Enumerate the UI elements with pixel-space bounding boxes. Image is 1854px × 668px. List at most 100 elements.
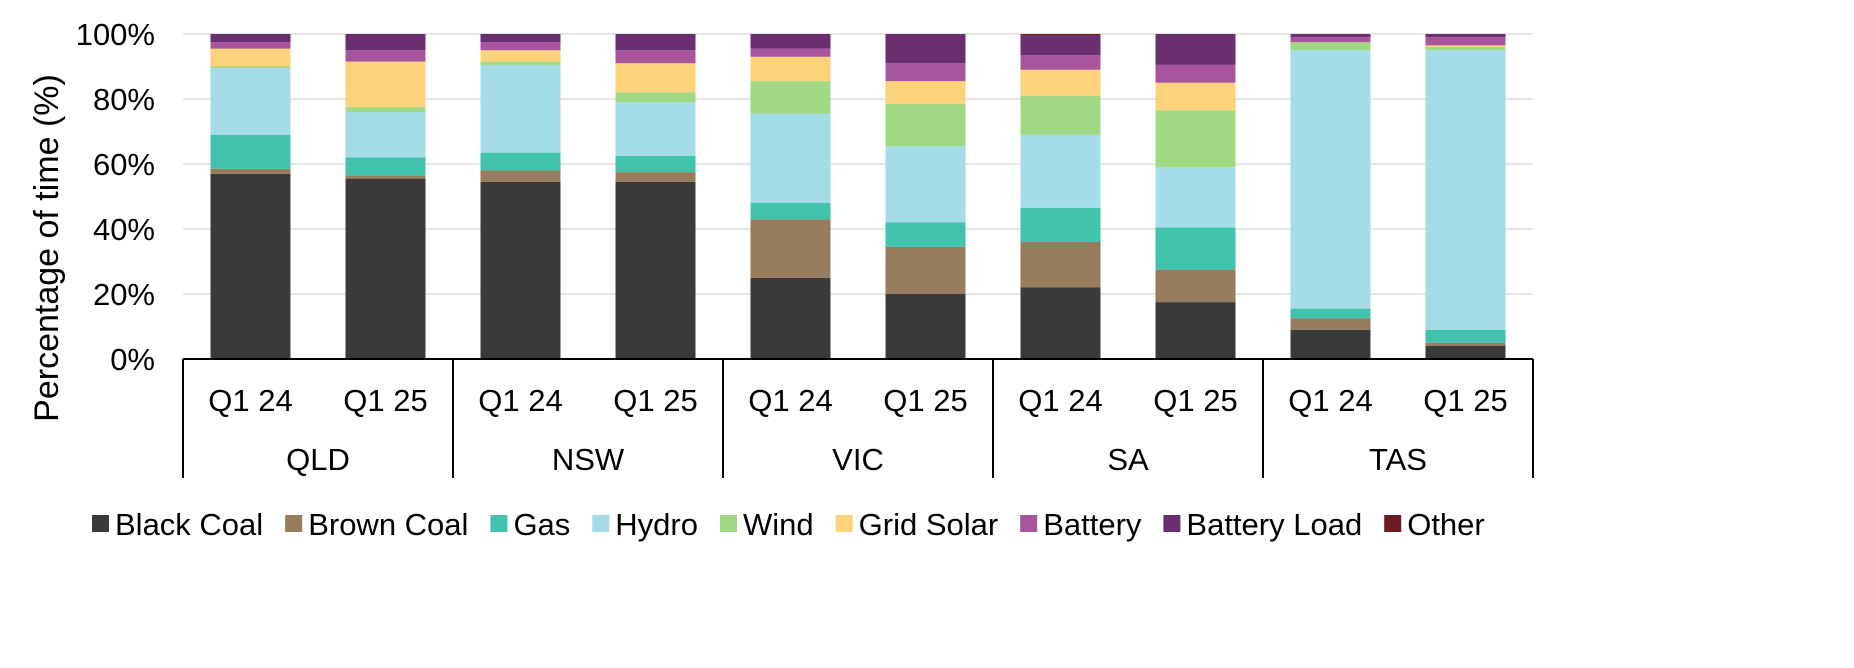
- bar-segment: [885, 246, 966, 294]
- bar-segment: [1425, 329, 1506, 343]
- x-tick-label: Q1 24: [1288, 383, 1372, 418]
- y-tick-label: 100%: [76, 17, 155, 52]
- bar-segment: [1155, 34, 1236, 65]
- y-tick-label: 60%: [93, 147, 155, 182]
- legend-swatch: [1020, 515, 1038, 532]
- bar-stack: [1020, 34, 1101, 359]
- bar-segment: [885, 34, 966, 64]
- legend-item: Other: [1384, 507, 1485, 542]
- y-axis-title: Percentage of time (%): [28, 74, 66, 422]
- group-label: QLD: [286, 442, 350, 477]
- legend-item: Black Coal: [92, 507, 263, 542]
- legend-swatch: [1163, 515, 1181, 532]
- bar-segment: [615, 34, 696, 51]
- bar-stack: [210, 34, 291, 359]
- bar-segment: [750, 203, 831, 220]
- bar-segment: [1155, 302, 1236, 359]
- bar-stacks: [210, 34, 1506, 359]
- bar-segment: [750, 277, 831, 359]
- bar-segment: [885, 103, 966, 147]
- bar-segment: [750, 48, 831, 57]
- bar-segment: [885, 63, 966, 82]
- bar-segment: [210, 168, 291, 174]
- bar-segment: [885, 294, 966, 359]
- bar-segment: [1290, 308, 1371, 319]
- bar-stack: [480, 34, 561, 359]
- bar-segment: [210, 66, 291, 69]
- bar-segment: [345, 157, 426, 176]
- bar-segment: [615, 92, 696, 103]
- bar-segment: [1020, 95, 1101, 135]
- y-axis-ticks: 0% 20% 40% 60% 80% 100%: [76, 17, 155, 377]
- bar-segment: [615, 181, 696, 359]
- group-label: VIC: [832, 442, 884, 477]
- legend-label: Grid Solar: [859, 507, 999, 542]
- bar-segment: [345, 34, 426, 51]
- x-tick-label: Q1 25: [1423, 383, 1507, 418]
- x-tick-label: Q1 24: [748, 383, 832, 418]
- legend-swatch: [835, 515, 853, 532]
- legend-label: Battery Load: [1186, 507, 1362, 542]
- bar-segment: [1155, 64, 1236, 83]
- bar-segment: [1425, 34, 1506, 38]
- x-tick-label: Q1 25: [613, 383, 697, 418]
- x-tick-label: Q1 24: [478, 383, 562, 418]
- bar-segment: [480, 152, 561, 171]
- x-tick-label: Q1 24: [1018, 383, 1102, 418]
- legend-item: Grid Solar: [835, 507, 999, 542]
- bar-segment: [1020, 55, 1101, 70]
- bar-segment: [1020, 242, 1101, 288]
- bar-segment: [345, 175, 426, 179]
- bar-segment: [885, 222, 966, 247]
- bar-segment: [480, 61, 561, 65]
- legend-label: Gas: [513, 507, 570, 542]
- group-label: NSW: [552, 442, 625, 477]
- bar-segment: [480, 64, 561, 153]
- bar-segment: [1290, 37, 1371, 43]
- bar-segment: [615, 63, 696, 93]
- legend-label: Wind: [743, 507, 814, 542]
- bar-segment: [1425, 346, 1506, 359]
- y-tick-label: 80%: [93, 82, 155, 117]
- bar-segment: [480, 181, 561, 359]
- bar-segment: [345, 107, 426, 112]
- x-tick-label: Q1 24: [208, 383, 292, 418]
- bar-segment: [615, 50, 696, 64]
- legend-swatch: [92, 515, 109, 532]
- legend-swatch: [490, 515, 508, 532]
- bar-segment: [210, 173, 291, 359]
- bar-segment: [1020, 287, 1101, 359]
- legend-swatch: [285, 515, 303, 532]
- bar-segment: [1020, 134, 1101, 208]
- x-tick-label: Q1 25: [343, 383, 427, 418]
- y-tick-label: 40%: [93, 212, 155, 247]
- legend-item: Battery Load: [1163, 507, 1362, 542]
- legend: Black Coal Brown Coal Gas Hydro Wind Grid Sol…: [92, 507, 1485, 542]
- bar-segment: [480, 50, 561, 62]
- bar-segment: [1155, 227, 1236, 270]
- bar-segment: [750, 219, 831, 278]
- bar-segment: [210, 34, 291, 43]
- legend-swatch: [720, 515, 737, 532]
- bar-segment: [1155, 82, 1236, 111]
- legend-label: Black Coal: [115, 507, 263, 542]
- bar-segment: [1425, 50, 1506, 330]
- bar-segment: [345, 112, 426, 158]
- bar-segment: [615, 172, 696, 182]
- bar-segment: [1425, 45, 1506, 47]
- bar-segment: [750, 113, 831, 203]
- bar-segment: [345, 50, 426, 62]
- bar-stack: [750, 34, 831, 359]
- x-tick-label: Q1 25: [883, 383, 967, 418]
- legend-item: Battery: [1020, 507, 1142, 542]
- bar-segment: [480, 34, 561, 43]
- bar-segment: [1155, 110, 1236, 168]
- legend-label: Brown Coal: [308, 507, 468, 542]
- legend-label: Other: [1407, 507, 1485, 542]
- legend-item: Brown Coal: [285, 507, 468, 542]
- bar-segment: [480, 42, 561, 51]
- bar-segment: [480, 170, 561, 182]
- bar-segment: [1020, 34, 1101, 36]
- bar-segment: [210, 48, 291, 67]
